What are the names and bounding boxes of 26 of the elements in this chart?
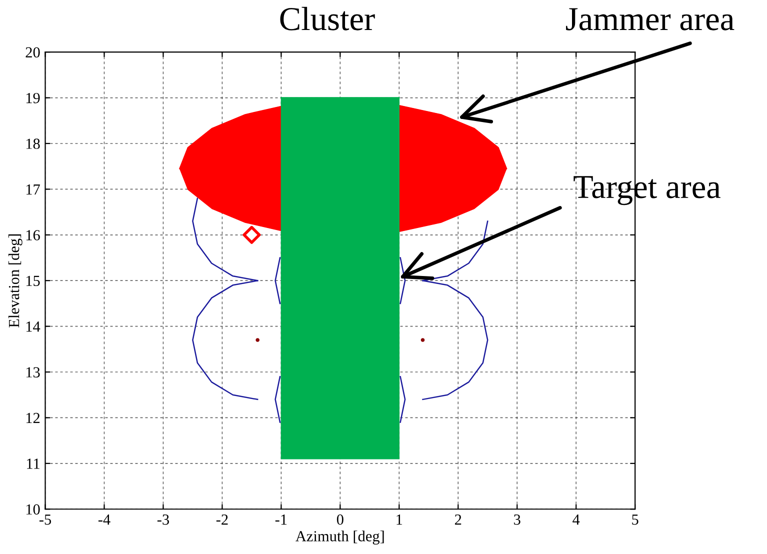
x-tick-label: 0	[336, 514, 344, 525]
text: Cluster	[280, 6, 375, 30]
x-tick-label: -5	[39, 514, 52, 525]
x-tick-label: -1	[275, 514, 287, 525]
x-tick-label: 1	[396, 514, 402, 525]
x-tick-label: 2	[454, 514, 462, 525]
annotation: Jammer area	[566, 8, 734, 30]
y-tick-label: 11	[27, 458, 40, 469]
x-tick-label: -3	[157, 514, 169, 525]
y-tick-label: 17	[26, 184, 40, 194]
x-tick-label: 4	[572, 514, 580, 525]
y-tick-label: 14	[26, 322, 40, 332]
x-axis-title: Azimuth [deg]	[296, 530, 384, 545]
y-tick-label: 12	[26, 412, 40, 424]
y-tick-label: 16	[26, 230, 40, 240]
y-tick-label: 18	[26, 138, 40, 149]
y-tick-label: 20	[26, 47, 40, 58]
y-tick-label: 13	[26, 367, 40, 378]
y-tick-label: 19	[26, 92, 40, 104]
x-tick-label: 3	[514, 514, 520, 525]
x-tick-label: -4	[98, 514, 110, 525]
y-tick-label: 10	[26, 504, 40, 515]
x-tick-label: 5	[632, 514, 638, 525]
x-tick-label: -2	[216, 514, 228, 525]
y-axis-title: Elevation [deg]	[8, 234, 22, 328]
y-tick-label: 15	[26, 276, 40, 286]
